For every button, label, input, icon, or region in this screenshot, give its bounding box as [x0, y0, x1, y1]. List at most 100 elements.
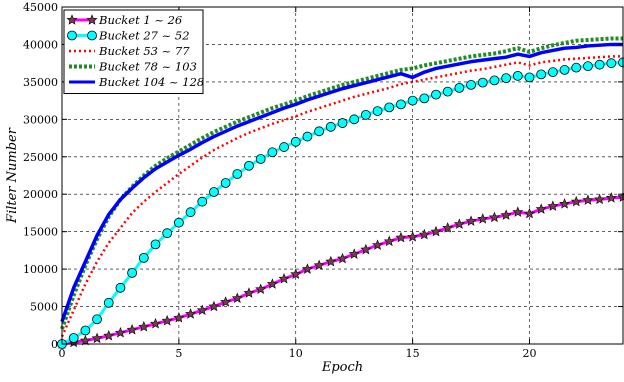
data-point-circle	[420, 94, 429, 103]
data-point-circle	[396, 100, 405, 109]
data-point-circle	[455, 83, 464, 92]
series-line-3	[62, 56, 623, 336]
x-tick-label: 20	[523, 347, 537, 360]
legend-label-3: Bucket 53 ~ 77	[98, 44, 190, 58]
data-point-star	[314, 260, 324, 269]
data-point-circle	[572, 63, 581, 72]
x-tick-label: 5	[175, 347, 182, 360]
y-tick-label: 5000	[30, 301, 58, 314]
data-point-star	[92, 333, 102, 342]
data-point-circle	[256, 155, 265, 164]
data-point-circle	[350, 115, 359, 124]
data-point-star	[455, 219, 465, 228]
x-tick-label: 15	[406, 347, 420, 360]
data-point-star	[384, 236, 394, 245]
data-point-circle	[116, 283, 125, 292]
data-point-star	[490, 212, 500, 221]
series-line-2	[62, 62, 623, 344]
data-point-circle	[186, 208, 195, 217]
data-point-circle	[583, 62, 592, 71]
data-point-star	[525, 209, 535, 218]
data-point-circle	[69, 334, 78, 343]
data-point-star	[151, 319, 161, 328]
legend-label-2: Bucket 27 ~ 52	[98, 29, 190, 43]
data-point-circle	[128, 268, 137, 277]
data-point-star	[104, 331, 114, 340]
data-point-circle	[209, 187, 218, 196]
data-point-circle	[315, 127, 324, 136]
data-point-circle	[104, 298, 113, 307]
data-point-circle	[245, 161, 254, 170]
data-point-circle	[513, 71, 522, 80]
data-point-star	[162, 316, 172, 325]
y-tick-label: 45000	[23, 1, 58, 14]
data-point-star	[595, 194, 605, 203]
data-point-circle	[490, 76, 499, 85]
legend-marker-circle	[68, 31, 77, 40]
data-point-circle	[221, 178, 230, 187]
y-tick-label: 15000	[23, 226, 58, 239]
x-tick-label: 10	[289, 347, 303, 360]
data-point-star	[478, 214, 488, 223]
data-point-star	[560, 199, 570, 208]
data-point-star	[233, 293, 243, 302]
data-point-circle	[268, 148, 277, 157]
legend-label-5: Bucket 104 ~ 128	[98, 75, 204, 89]
data-point-circle	[303, 132, 312, 141]
y-tick-label: 0	[51, 338, 58, 351]
data-point-star	[501, 210, 511, 219]
data-point-star	[513, 207, 523, 216]
data-point-circle	[280, 143, 289, 152]
data-point-star	[116, 328, 126, 337]
series-line-1	[62, 197, 623, 344]
data-point-star	[408, 232, 418, 241]
x-tick-label: 0	[59, 347, 66, 360]
data-point-star	[548, 201, 558, 210]
data-point-circle	[373, 107, 382, 116]
data-point-circle	[443, 87, 452, 96]
y-tick-label: 35000	[23, 76, 58, 89]
data-point-circle	[361, 110, 370, 119]
y-axis-label: Filter Number	[5, 127, 20, 224]
data-point-circle	[326, 122, 335, 131]
data-point-circle	[548, 68, 557, 77]
data-point-star	[443, 223, 453, 232]
data-point-circle	[291, 137, 300, 146]
data-point-star	[256, 284, 266, 293]
legend-marker-circle	[88, 31, 97, 40]
data-point-circle	[163, 229, 172, 238]
data-point-circle	[385, 103, 394, 112]
x-axis-label: Epoch	[321, 360, 363, 375]
data-point-circle	[537, 70, 546, 79]
data-point-circle	[174, 218, 183, 227]
y-tick-label: 25000	[23, 151, 58, 164]
data-point-circle	[607, 59, 616, 68]
data-point-star	[197, 305, 207, 314]
data-point-circle	[408, 96, 417, 105]
data-point-circle	[467, 80, 476, 89]
data-point-circle	[93, 315, 102, 324]
y-tick-label: 10000	[23, 263, 58, 276]
data-point-star	[127, 325, 137, 334]
data-point-star	[420, 230, 430, 239]
data-point-circle	[139, 253, 148, 262]
data-point-star	[326, 257, 336, 266]
data-point-circle	[525, 73, 534, 82]
data-point-circle	[432, 90, 441, 99]
data-point-star	[139, 322, 149, 331]
data-point-circle	[81, 326, 90, 335]
legend-label-1: Bucket 1 ~ 26	[98, 13, 182, 27]
data-point-star	[466, 216, 476, 225]
data-point-star	[209, 302, 219, 311]
data-point-circle	[478, 78, 487, 87]
y-tick-label: 40000	[23, 38, 58, 51]
data-point-circle	[595, 60, 604, 69]
data-point-star	[186, 309, 196, 318]
data-point-circle	[151, 240, 160, 249]
data-point-star	[583, 195, 593, 204]
data-point-circle	[502, 74, 511, 83]
data-point-circle	[233, 170, 242, 179]
data-point-star	[81, 336, 91, 345]
legend-label-4: Bucket 78 ~ 103	[98, 60, 197, 74]
